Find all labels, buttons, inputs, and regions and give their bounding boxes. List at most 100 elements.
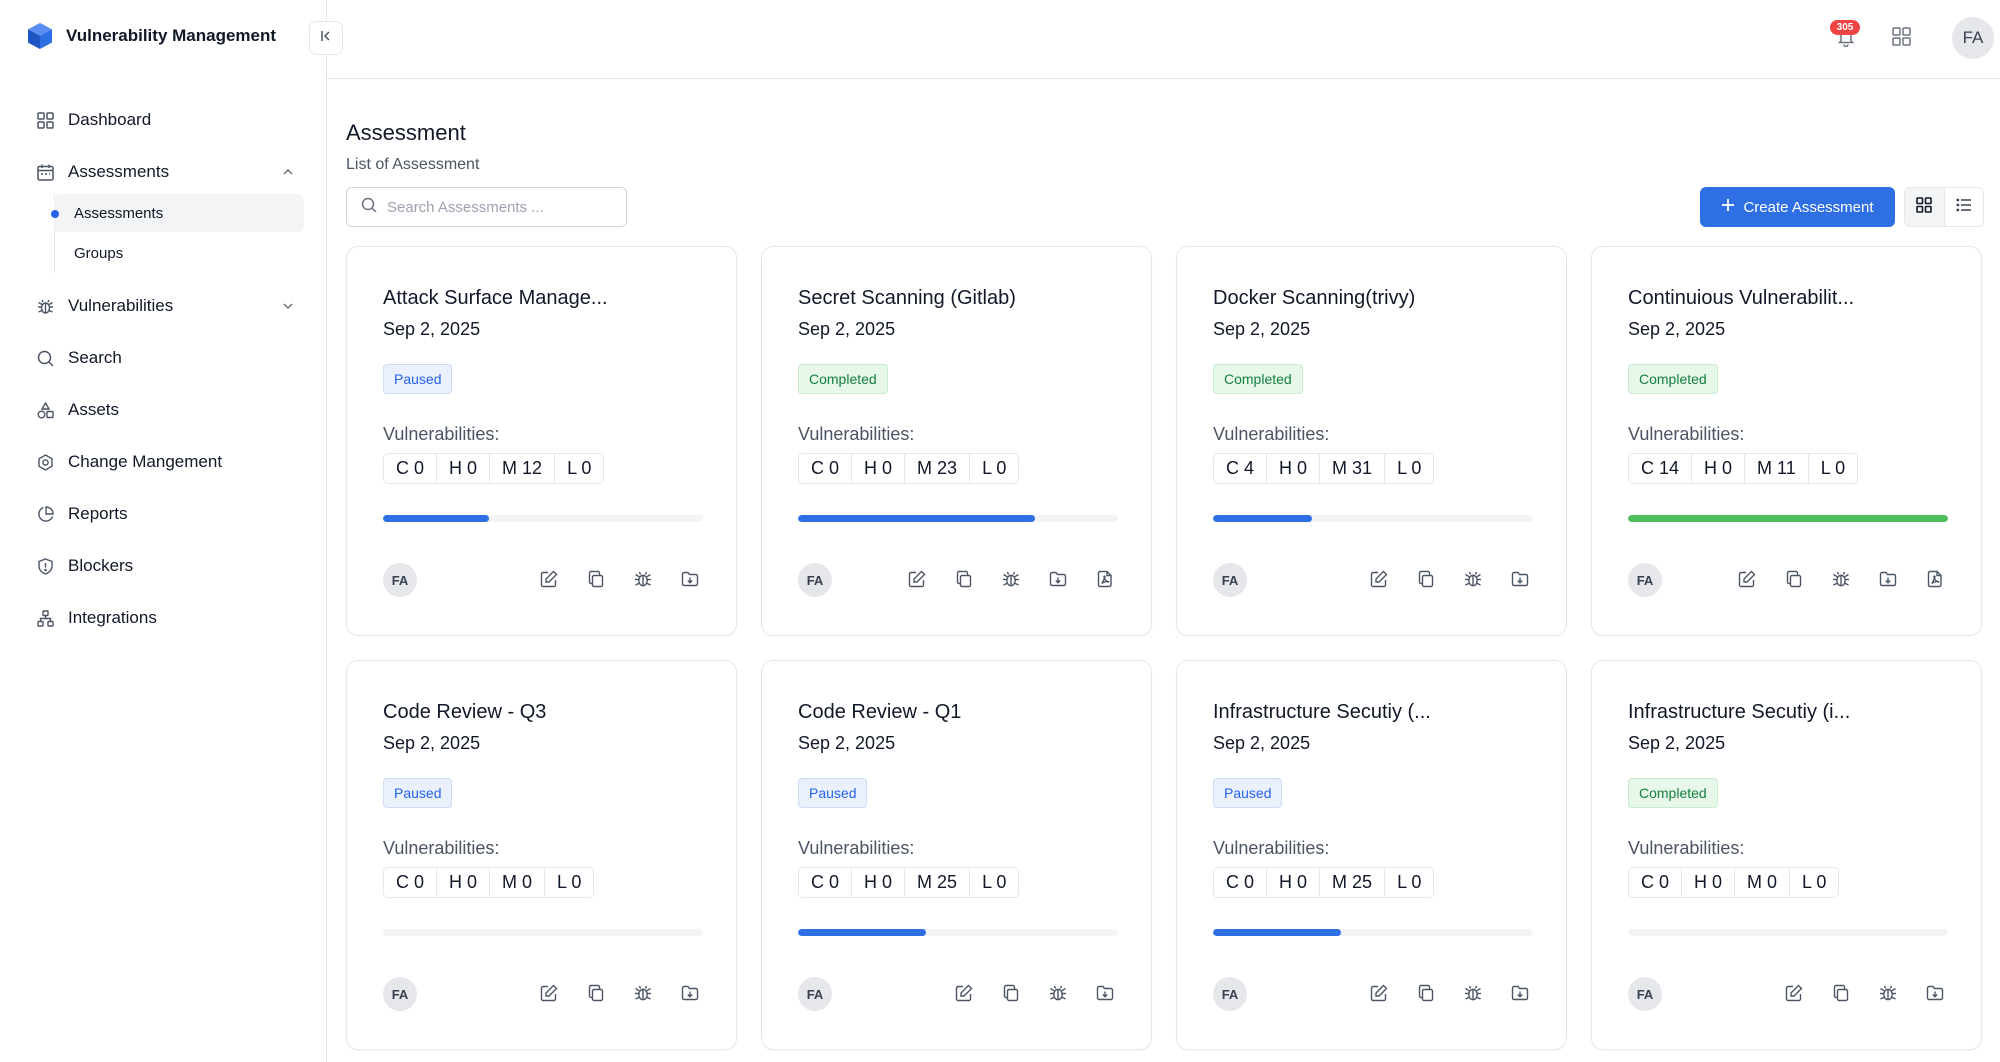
subnav-item-assessments[interactable]: Assessments [51, 194, 304, 232]
folder-download-icon[interactable] [680, 983, 700, 1003]
bug-icon[interactable] [1001, 569, 1021, 589]
copy-icon[interactable] [1416, 569, 1436, 589]
assessment-date: Sep 2, 2025 [1628, 733, 1726, 753]
assessment-card[interactable]: Infrastructure Secutiy (i... Sep 2, 2025… [1591, 660, 1982, 1050]
folder-download-icon[interactable] [680, 569, 700, 589]
folder-download-icon[interactable] [1510, 569, 1530, 589]
copy-icon[interactable] [586, 983, 606, 1003]
sidebar-item-reports[interactable]: Reports [20, 494, 303, 534]
edit-icon[interactable] [1737, 569, 1757, 589]
bug-icon[interactable] [633, 983, 653, 1003]
user-avatar[interactable]: FA [1952, 17, 1994, 59]
severity-count: M 11 [1744, 453, 1808, 484]
assessment-title[interactable]: Code Review - Q3 [383, 701, 547, 723]
bug-icon[interactable] [633, 569, 653, 589]
chevron-down-icon[interactable] [281, 298, 295, 318]
severity-count: H 0 [1691, 453, 1744, 484]
assessment-title[interactable]: Continuious Vulnerabilit... [1628, 287, 1855, 309]
folder-download-icon[interactable] [1510, 983, 1530, 1003]
cube-logo-icon [27, 22, 53, 50]
folder-download-icon[interactable] [1878, 569, 1898, 589]
folder-download-icon[interactable] [1095, 983, 1115, 1003]
create-assessment-button[interactable]: Create Assessment [1700, 187, 1895, 227]
sidebar-item-blockers[interactable]: Blockers [20, 546, 303, 586]
sidebar-item-search[interactable]: Search [20, 338, 303, 378]
severity-count: H 0 [1681, 867, 1734, 898]
edit-icon[interactable] [1369, 983, 1389, 1003]
bug-icon[interactable] [1463, 569, 1483, 589]
copy-icon[interactable] [954, 569, 974, 589]
shapes-icon [36, 401, 54, 419]
severity-count: L 0 [544, 867, 593, 898]
vulnerabilities-label: Vulnerabilities: [1213, 424, 1330, 444]
assessment-title[interactable]: Infrastructure Secutiy (... [1213, 701, 1431, 723]
app-title: Vulnerability Management [66, 26, 277, 45]
edit-icon[interactable] [539, 983, 559, 1003]
assessment-card[interactable]: Secret Scanning (Gitlab) Sep 2, 2025 Com… [761, 246, 1152, 636]
chevron-up-icon[interactable] [281, 164, 295, 184]
status-badge: Paused [798, 778, 868, 808]
bug-icon[interactable] [1831, 569, 1851, 589]
severity-count: H 0 [1266, 453, 1319, 484]
folder-download-icon[interactable] [1925, 983, 1945, 1003]
edit-icon[interactable] [907, 569, 927, 589]
sidebar-item-change-management[interactable]: Change Mangement [20, 442, 303, 482]
assessment-card[interactable]: Infrastructure Secutiy (... Sep 2, 2025 … [1176, 660, 1567, 1050]
apps-grid-button[interactable] [1886, 24, 1916, 54]
assessment-card[interactable]: Attack Surface Manage... Sep 2, 2025 Pau… [346, 246, 737, 636]
severity-count: L 0 [969, 453, 1018, 484]
copy-icon[interactable] [586, 569, 606, 589]
vulnerabilities-label: Vulnerabilities: [383, 424, 500, 444]
grid-view-button[interactable] [1905, 188, 1944, 226]
assessment-title[interactable]: Secret Scanning (Gitlab) [798, 287, 1016, 309]
sidebar-item-label: Vulnerabilities [68, 296, 174, 315]
severity-count: C 4 [1226, 458, 1255, 478]
subnav-item-groups[interactable]: Groups [54, 234, 304, 272]
sidebar-item-assets[interactable]: Assets [20, 390, 303, 430]
search-assessments-box[interactable] [346, 187, 627, 227]
progress-bar [383, 929, 703, 936]
edit-icon[interactable] [1369, 569, 1389, 589]
copy-icon[interactable] [1831, 983, 1851, 1003]
sidebar-item-label: Change Mangement [68, 452, 223, 471]
copy-icon[interactable] [1416, 983, 1436, 1003]
assessment-title[interactable]: Code Review - Q1 [798, 701, 962, 723]
assessment-title[interactable]: Attack Surface Manage... [383, 287, 608, 309]
copy-icon[interactable] [1001, 983, 1021, 1003]
list-view-button[interactable] [1943, 188, 1983, 226]
bug-icon[interactable] [1048, 983, 1068, 1003]
edit-icon[interactable] [954, 983, 974, 1003]
pdf-report-icon[interactable] [1095, 569, 1115, 589]
assessment-card[interactable]: Continuious Vulnerabilit... Sep 2, 2025 … [1591, 246, 1982, 636]
assessment-date: Sep 2, 2025 [383, 733, 481, 753]
sidebar-item-vulnerabilities[interactable]: Vulnerabilities [20, 286, 303, 326]
assessment-card[interactable]: Code Review - Q3 Sep 2, 2025 Paused Vuln… [346, 660, 737, 1050]
search-icon [361, 197, 377, 218]
brand[interactable]: Vulnerability Management [27, 22, 276, 50]
sidebar-item-assessments[interactable]: Assessments [20, 152, 303, 192]
assessment-card[interactable]: Code Review - Q1 Sep 2, 2025 Paused Vuln… [761, 660, 1152, 1050]
assessment-title[interactable]: Infrastructure Secutiy (i... [1628, 701, 1851, 723]
progress-fill [798, 929, 926, 936]
edit-icon[interactable] [539, 569, 559, 589]
copy-icon[interactable] [1784, 569, 1804, 589]
bug-icon [36, 297, 54, 315]
sidebar-item-dashboard[interactable]: Dashboard [20, 100, 303, 140]
edit-icon[interactable] [1784, 983, 1804, 1003]
owner-avatar: FA [383, 977, 417, 1011]
folder-download-icon[interactable] [1048, 569, 1068, 589]
card-actions [539, 983, 700, 1003]
assessment-card[interactable]: Docker Scanning(trivy) Sep 2, 2025 Compl… [1176, 246, 1567, 636]
bug-icon[interactable] [1463, 983, 1483, 1003]
pdf-report-icon[interactable] [1925, 569, 1945, 589]
grid-view-icon [1916, 196, 1933, 218]
assessment-title[interactable]: Docker Scanning(trivy) [1213, 287, 1416, 309]
collapse-sidebar-button[interactable] [309, 21, 343, 55]
bug-icon[interactable] [1878, 983, 1898, 1003]
owner-avatar: FA [383, 563, 417, 597]
search-input[interactable] [387, 198, 607, 216]
plus-icon [1721, 198, 1735, 216]
sidebar-item-integrations[interactable]: Integrations [20, 598, 303, 638]
